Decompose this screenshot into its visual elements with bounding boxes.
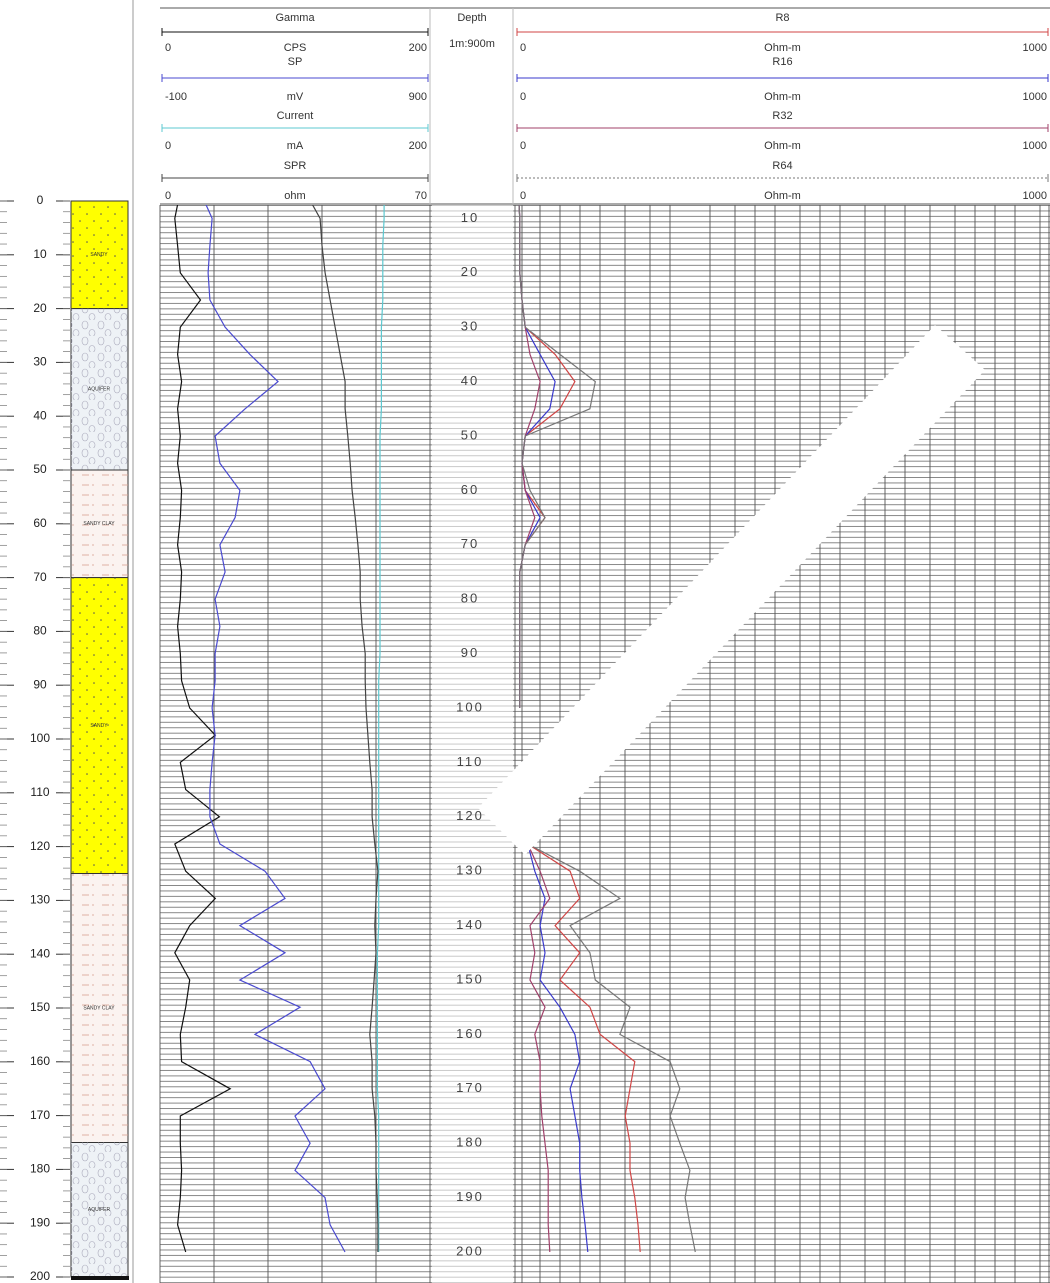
lithology-label: SANDY CLAY bbox=[83, 521, 115, 527]
depth-label: 30 bbox=[461, 319, 479, 334]
scale-min: -100 bbox=[165, 91, 187, 103]
lithology-pattern bbox=[71, 873, 128, 1143]
log-curve bbox=[174, 205, 232, 1253]
lithology-label: SANDY bbox=[90, 252, 108, 258]
depth-label: 140 bbox=[456, 917, 484, 932]
scale-max: 1000 bbox=[1023, 140, 1047, 152]
curve-name: R64 bbox=[772, 160, 792, 172]
depth-label: 190 bbox=[456, 1189, 484, 1204]
scale-min: 0 bbox=[520, 42, 526, 54]
log-curve bbox=[205, 205, 346, 1253]
depth-label: 60 bbox=[461, 482, 479, 497]
scale-min: 0 bbox=[520, 190, 526, 202]
axis-label: 160 bbox=[30, 1054, 50, 1068]
axis-label: 10 bbox=[33, 247, 47, 261]
depth-label: 110 bbox=[457, 754, 484, 769]
scale-max: 200 bbox=[409, 42, 427, 54]
scale-max: 1000 bbox=[1023, 42, 1047, 54]
log-curve bbox=[311, 205, 379, 1252]
scale-unit: mA bbox=[287, 140, 304, 152]
scale-max: 70 bbox=[415, 190, 427, 202]
scale-max: 200 bbox=[409, 140, 427, 152]
depth-label: 40 bbox=[461, 373, 479, 388]
depth-label: 170 bbox=[456, 1080, 484, 1095]
curves bbox=[174, 205, 696, 1253]
axis-label: 120 bbox=[30, 839, 50, 853]
axis-label: 50 bbox=[33, 462, 47, 476]
lithology-label: AQUIFER bbox=[88, 1207, 111, 1213]
lithology-label: AQUIFER bbox=[88, 387, 111, 393]
depth-track-bg bbox=[432, 205, 513, 1283]
axis-label: 90 bbox=[33, 677, 47, 691]
lithology-label: SANDY CLAY bbox=[83, 1005, 115, 1011]
depth-scale: 1m:900m bbox=[449, 38, 495, 50]
log-curve bbox=[518, 205, 696, 1253]
column-base bbox=[71, 1276, 129, 1280]
axis-label: 0 bbox=[37, 193, 44, 207]
axis-label: 180 bbox=[30, 1162, 50, 1176]
depth-label: 200 bbox=[456, 1243, 484, 1258]
lithology-pattern bbox=[71, 470, 128, 578]
depth-label: 90 bbox=[461, 645, 479, 660]
log-curve bbox=[376, 205, 385, 1252]
curve-name: R8 bbox=[775, 12, 789, 24]
axis-label: 190 bbox=[30, 1215, 50, 1229]
axis-label: 80 bbox=[33, 624, 47, 638]
curve-name: R32 bbox=[772, 110, 792, 122]
axis-label: 150 bbox=[30, 1000, 50, 1014]
scale-unit: ohm bbox=[284, 190, 305, 202]
depth-label: 120 bbox=[456, 808, 484, 823]
axis-label: 170 bbox=[30, 1108, 50, 1122]
axis-label: 100 bbox=[30, 731, 50, 745]
depth-label: 160 bbox=[456, 1026, 484, 1041]
lithology-pattern bbox=[71, 201, 128, 309]
axis-label: 60 bbox=[33, 516, 47, 530]
axis-label: 20 bbox=[33, 301, 47, 315]
depth-title: Depth bbox=[457, 12, 486, 24]
scale-min: 0 bbox=[165, 190, 171, 202]
depth-label: 100 bbox=[456, 699, 484, 714]
scale-unit: Ohm-m bbox=[764, 190, 801, 202]
curve-name: R16 bbox=[772, 56, 792, 68]
axis-label: 30 bbox=[33, 355, 47, 369]
scale-max: 1000 bbox=[1023, 91, 1047, 103]
scale-max: 1000 bbox=[1023, 190, 1047, 202]
curve-name: Gamma bbox=[275, 12, 315, 24]
depth-label: 80 bbox=[461, 591, 479, 606]
depth-label: 20 bbox=[461, 264, 479, 279]
scale-min: 0 bbox=[165, 42, 171, 54]
scale-min: 0 bbox=[520, 91, 526, 103]
scale-min: 0 bbox=[520, 140, 526, 152]
curve-name: SPR bbox=[284, 160, 307, 172]
depth-label: 70 bbox=[461, 536, 479, 551]
scale-unit: Ohm-m bbox=[764, 91, 801, 103]
lithology-pattern bbox=[71, 308, 128, 470]
axis-label: 140 bbox=[30, 946, 50, 960]
scale-unit: Ohm-m bbox=[764, 42, 801, 54]
axis-label: 110 bbox=[30, 785, 49, 799]
axis-label: 40 bbox=[33, 408, 47, 422]
scale-min: 0 bbox=[165, 140, 171, 152]
curve-name: Current bbox=[277, 110, 314, 122]
lithology-label: SANDY bbox=[90, 723, 108, 729]
axis-label: 200 bbox=[30, 1269, 50, 1283]
occluder bbox=[478, 325, 985, 855]
depth-label: 50 bbox=[461, 427, 479, 442]
depth-label: 10 bbox=[461, 210, 479, 225]
depth-label: 180 bbox=[456, 1135, 484, 1150]
depth-label: 150 bbox=[456, 971, 484, 986]
lithology-pattern bbox=[71, 1142, 128, 1277]
scale-unit: Ohm-m bbox=[764, 140, 801, 152]
depth-label: 130 bbox=[456, 863, 484, 878]
axis-label: 70 bbox=[33, 570, 47, 584]
axis-label: 130 bbox=[30, 893, 50, 907]
scale-max: 900 bbox=[409, 91, 427, 103]
scale-unit: CPS bbox=[284, 42, 307, 54]
curve-name: SP bbox=[288, 56, 303, 68]
scale-unit: mV bbox=[287, 91, 304, 103]
lithology-pattern bbox=[71, 577, 128, 874]
